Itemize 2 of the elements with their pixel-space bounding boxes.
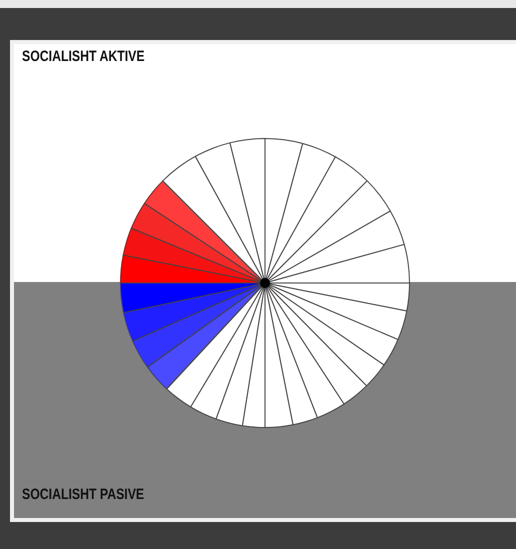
text: SOCIALISHT PASIVE bbox=[22, 486, 144, 503]
text: SOCIALISHT AKTIVE bbox=[22, 48, 145, 65]
